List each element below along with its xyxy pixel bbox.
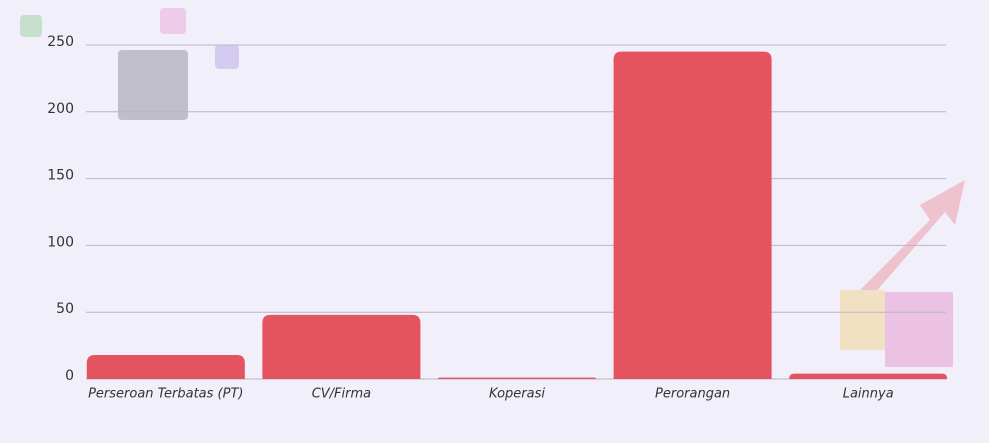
y-tick-label: 50 <box>56 301 74 317</box>
y-tick-label: 100 <box>47 234 74 250</box>
bar <box>789 373 948 379</box>
y-tick-label: 200 <box>47 101 74 117</box>
bar <box>262 314 421 379</box>
x-tick-label: Perseroan Terbatas (PT) <box>88 387 243 402</box>
x-tick-label: Perorangan <box>655 387 730 402</box>
y-tick-label: 0 <box>65 368 74 384</box>
x-tick-label: Lainnya <box>843 387 894 402</box>
bar <box>613 51 772 380</box>
bar <box>437 377 597 379</box>
bar <box>86 354 245 379</box>
y-tick-label: 250 <box>47 34 74 50</box>
y-tick-label: 150 <box>47 168 74 184</box>
x-tick-label: CV/Firma <box>312 387 371 402</box>
x-tick-label: Koperasi <box>489 387 545 402</box>
